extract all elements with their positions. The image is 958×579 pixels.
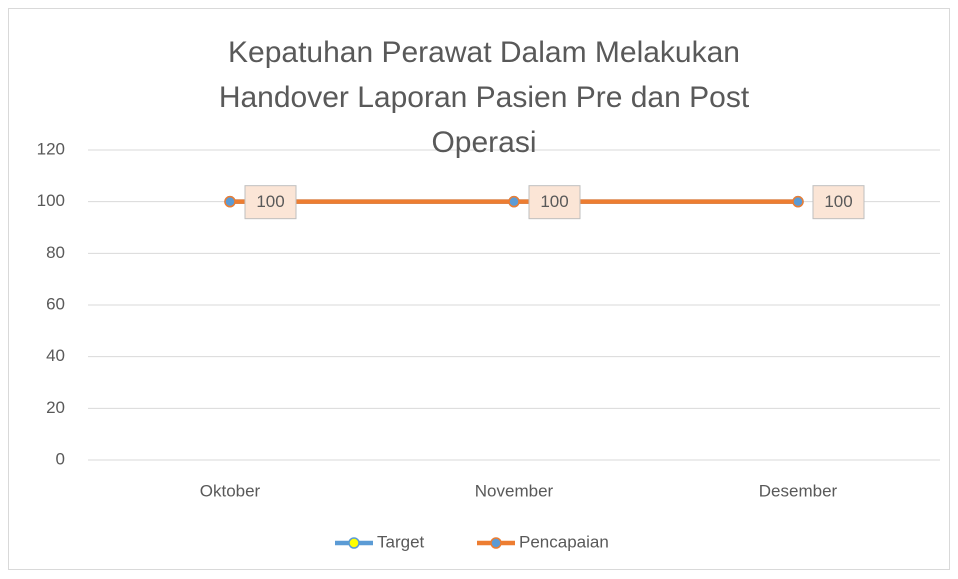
y-tick-label: 40 [46, 346, 65, 365]
legend-marker [490, 537, 502, 549]
x-tick-label: November [475, 481, 554, 500]
data-label: 100 [824, 192, 852, 211]
chart-title: Kepatuhan Perawat Dalam Melakukan Handov… [218, 36, 750, 159]
marker [792, 195, 804, 208]
data-label: 100 [256, 192, 284, 211]
y-tick-label: 60 [46, 294, 65, 313]
marker [508, 195, 520, 208]
y-tick-label: 0 [56, 449, 65, 468]
y-tick-label: 100 [37, 191, 65, 210]
y-tick-label: 80 [46, 243, 65, 262]
y-tick-label: 120 [37, 139, 65, 158]
data-label-box [528, 185, 581, 220]
x-tick-label: Oktober [200, 481, 261, 500]
legend-marker [348, 537, 360, 549]
x-tick-label: Desember [759, 481, 838, 500]
data-label-box [244, 185, 297, 220]
marker [224, 195, 236, 208]
legend-label: Target [377, 532, 425, 551]
y-tick-label: 20 [46, 398, 65, 417]
chart-border [8, 8, 950, 570]
data-label-box [812, 185, 865, 220]
legend-label: Pencapaian [519, 532, 609, 551]
data-label: 100 [540, 192, 568, 211]
